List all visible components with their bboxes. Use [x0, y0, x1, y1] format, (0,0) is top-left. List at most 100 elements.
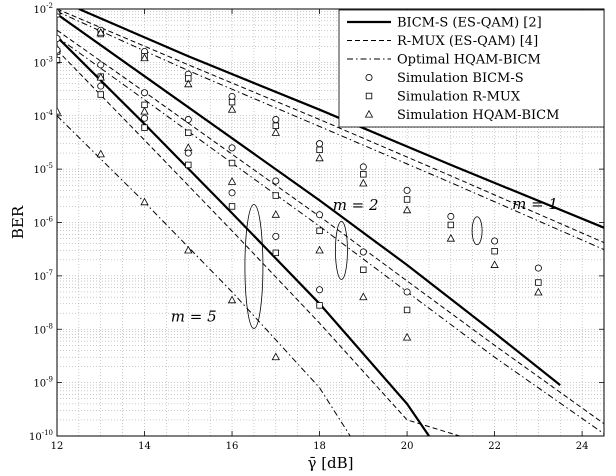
marker-square — [365, 92, 373, 100]
marker-triangle — [315, 245, 324, 254]
marker-circle — [316, 140, 324, 148]
marker-circle — [141, 89, 149, 97]
group-ellipse — [471, 216, 483, 246]
marker-triangle — [140, 53, 149, 62]
marker-square — [141, 124, 148, 131]
x-tick-label: 18 — [313, 441, 326, 452]
marker-circle — [403, 186, 411, 194]
marker-circle — [365, 74, 373, 82]
marker-circle — [184, 149, 192, 157]
marker-triangle — [446, 233, 456, 242]
marker-square — [272, 122, 279, 129]
marker-square — [228, 159, 236, 167]
legend-item: Simulation HQAM-BICM — [364, 108, 559, 123]
group-ellipses — [244, 204, 483, 329]
marker-square — [272, 249, 279, 257]
marker-circle — [491, 237, 499, 245]
series-m5-triangle-markers — [57, 106, 280, 361]
marker-triangle — [271, 210, 280, 218]
marker-triangle — [140, 106, 149, 115]
marker-circle — [57, 46, 61, 54]
y-tick-label: 10-8 — [33, 322, 53, 336]
group-ellipse — [335, 221, 348, 280]
marker-circle — [272, 232, 280, 240]
marker-square — [57, 56, 61, 64]
legend-label: R-MUX (ES-QAM) [4] — [397, 34, 538, 49]
legend-item: Simulation BICM-S — [365, 71, 524, 86]
x-axis-label: γ̄ [dB] — [307, 454, 353, 472]
marker-square — [535, 279, 542, 286]
marker-triangle — [402, 332, 412, 341]
marker-triangle — [359, 292, 368, 301]
marker-square — [228, 98, 236, 106]
marker-circle — [272, 116, 280, 124]
legend-label: Simulation R-MUX — [397, 90, 521, 105]
legend-item: BICM-S (ES-QAM) [2] — [347, 16, 542, 31]
x-tick-label: 12 — [51, 441, 64, 452]
marker-square — [185, 161, 192, 169]
marker-square — [491, 247, 498, 255]
series-m5-circle-markers — [57, 46, 324, 294]
y-tick-label: 10-5 — [33, 162, 53, 176]
legend-label: BICM-S (ES-QAM) [2] — [397, 16, 542, 31]
marker-triangle — [96, 149, 105, 158]
y-tick-label: 10-4 — [33, 109, 53, 123]
x-tick-label: 24 — [576, 441, 589, 452]
marker-triangle — [57, 106, 62, 115]
annotation-layer: m = 1 m = 2 m = 5 — [171, 195, 558, 326]
marker-circle — [534, 264, 542, 272]
annotation-label: m = 1 — [512, 195, 558, 213]
marker-triangle — [184, 79, 193, 88]
y-tick-label: 10-9 — [33, 376, 53, 390]
marker-circle — [97, 82, 105, 90]
marker-triangle — [184, 143, 193, 151]
marker-layer — [57, 9, 543, 361]
x-tick-label: 20 — [401, 441, 414, 452]
marker-triangle — [271, 352, 280, 361]
series-m5-square-markers — [57, 56, 323, 309]
marker-square — [228, 203, 236, 210]
marker-square — [447, 221, 455, 229]
marker-circle — [97, 61, 105, 69]
marker-circle — [316, 286, 324, 294]
marker-circle — [316, 211, 324, 219]
annotation-label: m = 2 — [333, 196, 379, 214]
series-m2-circle-markers — [57, 35, 411, 296]
series-m5-dashed-line — [57, 49, 460, 436]
legend-label: Simulation BICM-S — [397, 71, 524, 86]
marker-triangle — [490, 260, 499, 268]
series-m2-solid-line — [57, 13, 561, 386]
marker-circle — [57, 35, 61, 43]
y-axis-label: BER — [9, 205, 27, 239]
marker-triangle — [271, 128, 280, 136]
series-m1-triangle-markers — [57, 9, 543, 296]
legend-label: Simulation HQAM-BICM — [397, 108, 559, 123]
x-tick-label: 14 — [138, 441, 151, 452]
marker-triangle — [534, 287, 543, 296]
marker-square — [185, 129, 192, 136]
legend-item: R-MUX (ES-QAM) [4] — [347, 34, 538, 49]
marker-square — [316, 146, 323, 154]
marker-square — [316, 227, 323, 234]
y-tick-label: 10-2 — [33, 2, 53, 16]
marker-triangle — [315, 153, 324, 162]
x-tick-label: 16 — [226, 441, 239, 452]
y-tick-label: 10-6 — [33, 216, 53, 230]
series-m1-dashed-line — [57, 9, 604, 244]
series-m5-dashdot-line — [57, 115, 351, 436]
marker-circle — [447, 212, 455, 220]
marker-triangle — [402, 205, 412, 214]
series-m5-solid-line — [57, 36, 430, 436]
marker-triangle — [96, 28, 105, 36]
marker-triangle — [140, 197, 149, 206]
marker-square — [272, 192, 279, 199]
marker-square — [141, 101, 148, 109]
marker-triangle — [364, 109, 374, 118]
marker-square — [316, 302, 323, 309]
x-tick-label: 22 — [488, 441, 501, 452]
legend-box — [338, 9, 605, 128]
marker-square — [360, 171, 367, 178]
marker-circle — [359, 163, 367, 171]
marker-circle — [228, 144, 236, 152]
